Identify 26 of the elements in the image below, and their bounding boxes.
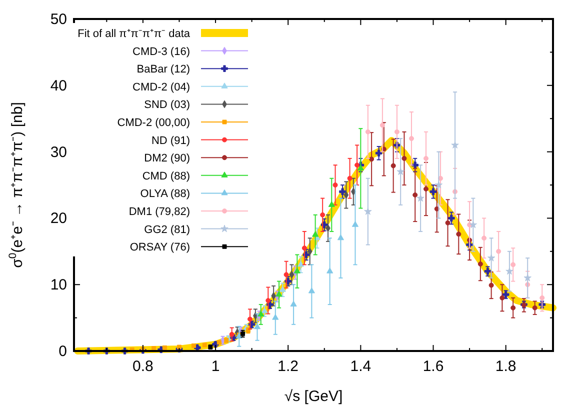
legend-label: CMD-3 (16): [132, 46, 190, 58]
y-tick-label: 50: [50, 11, 67, 28]
x-axis-title: √s [GeV]: [284, 388, 343, 405]
legend-label: DM2 (90): [144, 152, 190, 165]
y-tick-label: 30: [50, 144, 67, 161]
x-tick-label: 1.8: [495, 358, 516, 375]
x-tick-label: 1: [211, 358, 220, 375]
legend-label: SND (03): [144, 99, 190, 112]
legend-label: Fit of all π⁺π⁻π⁺π⁻ data: [78, 28, 191, 40]
legend-label: OLYA (88): [140, 188, 190, 200]
x-tick-label: 1.2: [278, 358, 299, 375]
legend-label: ORSAY (76): [130, 242, 190, 254]
legend-label: CMD (88): [142, 170, 190, 182]
legend-label: GG2 (81): [144, 224, 190, 236]
legend-label: DM1 (79,82): [128, 206, 190, 218]
y-tick-label: 20: [50, 210, 67, 228]
x-tick-label: 1.6: [422, 358, 444, 375]
legend-label: CMD-2 (04): [132, 81, 190, 94]
legend-label: ND (91): [151, 134, 190, 147]
x-tick-label: 1.4: [350, 358, 372, 375]
legend-label: BaBar (12): [136, 64, 190, 76]
legend-label: CMD-2 (00,00): [117, 117, 190, 129]
y-tick-label: 0: [58, 343, 67, 360]
y-tick-label: 40: [50, 77, 67, 94]
x-tick-label: 0.8: [132, 358, 154, 375]
y-tick-label: 10: [50, 276, 67, 294]
